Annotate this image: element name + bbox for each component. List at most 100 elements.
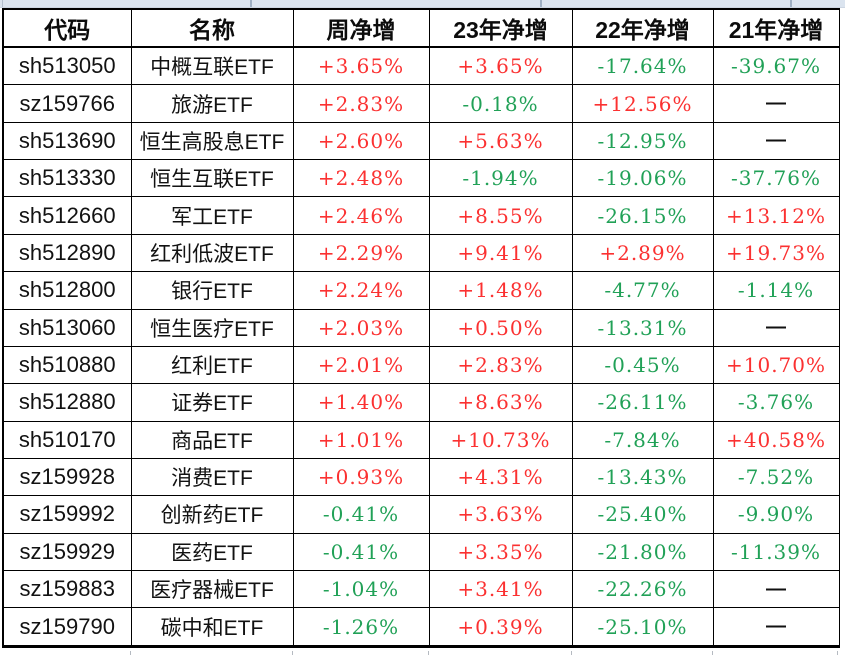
cell-week-change: +2.24%: [292, 271, 430, 310]
cell-week-change: +2.83%: [292, 84, 430, 123]
cell-week-change: +1.01%: [292, 420, 430, 459]
cell-2022-change: -4.77%: [571, 271, 714, 310]
cell-name: 军工ETF: [130, 196, 294, 235]
gridline-stub: [130, 651, 131, 655]
gridline-stub: [250, 0, 252, 7]
cell-2021-change: +19.73%: [712, 233, 840, 273]
cell-week-change: +2.03%: [292, 308, 430, 347]
cell-2021-change: —: [712, 121, 840, 161]
cell-2023-change: +2.83%: [428, 345, 573, 385]
cell-2021-change: -1.14%: [712, 271, 840, 310]
cell-2022-change: -21.80%: [571, 532, 714, 571]
gridline-stub: [292, 651, 293, 655]
cell-code: sh512890: [2, 233, 132, 273]
cell-2022-change: -13.43%: [571, 457, 714, 497]
table-row: sh513330 恒生互联ETF +2.48% -1.94% -19.06% -37.76…: [2, 159, 840, 198]
cell-code: sh513690: [2, 121, 132, 161]
cell-2023-change: -0.18%: [428, 84, 573, 123]
cell-2022-change: -25.10%: [571, 607, 714, 647]
cell-2023-change: +4.31%: [428, 457, 573, 497]
cell-week-change: +2.29%: [292, 233, 430, 273]
cell-name: 恒生医疗ETF: [130, 308, 294, 347]
cell-2021-change: -7.52%: [712, 457, 840, 497]
cell-week-change: -0.41%: [292, 495, 430, 534]
cell-name: 恒生互联ETF: [130, 159, 294, 198]
column-header-2023: 23年净增: [428, 8, 573, 48]
gridline-stub: [540, 0, 542, 7]
cell-name: 恒生高股息ETF: [130, 121, 294, 161]
table-row: sz159790 碳中和ETF -1.26% +0.39% -25.10% —: [2, 607, 840, 647]
gridline-stub: [837, 651, 838, 655]
cell-week-change: +0.93%: [292, 457, 430, 497]
cell-2021-change: -3.76%: [712, 383, 840, 422]
gridline-stub: [712, 651, 713, 655]
cell-2023-change: +3.35%: [428, 532, 573, 571]
cell-name: 医疗器械ETF: [130, 569, 294, 609]
cell-2022-change: -22.26%: [571, 569, 714, 609]
cell-name: 商品ETF: [130, 420, 294, 459]
cell-code: sz159992: [2, 495, 132, 534]
cell-code: sh512800: [2, 271, 132, 310]
cell-2023-change: +8.55%: [428, 196, 573, 235]
table-row: sz159929 医药ETF -0.41% +3.35% -21.80% -11.39%: [2, 532, 840, 571]
cell-2022-change: -0.45%: [571, 345, 714, 385]
cell-code: sh513330: [2, 159, 132, 198]
cell-name: 证券ETF: [130, 383, 294, 422]
cell-2022-change: -26.15%: [571, 196, 714, 235]
cell-2021-change: -37.76%: [712, 159, 840, 198]
cell-2021-change: -39.67%: [712, 46, 840, 86]
gridline-stub: [571, 651, 572, 655]
cell-2021-change: +13.12%: [712, 196, 840, 235]
cell-name: 碳中和ETF: [130, 607, 294, 647]
cell-2022-change: +12.56%: [571, 84, 714, 123]
cell-2022-change: -26.11%: [571, 383, 714, 422]
column-header-name: 名称: [130, 8, 294, 48]
cell-code: sh512880: [2, 383, 132, 422]
cell-2021-change: —: [712, 569, 840, 609]
table-row: sh513060 恒生医疗ETF +2.03% +0.50% -13.31% —: [2, 308, 840, 347]
gridline-stub: [428, 651, 429, 655]
cell-code: sz159766: [2, 84, 132, 123]
cell-week-change: -0.41%: [292, 532, 430, 571]
cell-name: 银行ETF: [130, 271, 294, 310]
cell-2022-change: +2.89%: [571, 233, 714, 273]
cell-week-change: +3.65%: [292, 46, 430, 86]
column-header-code: 代码: [2, 8, 132, 48]
table-row: sh512800 银行ETF +2.24% +1.48% -4.77% -1.14%: [2, 271, 840, 310]
cell-code: sh513050: [2, 46, 132, 86]
cell-2021-change: —: [712, 308, 840, 347]
cell-week-change: +2.48%: [292, 159, 430, 198]
cell-2023-change: +3.63%: [428, 495, 573, 534]
spreadsheet-top-row-sliver: [0, 0, 845, 8]
column-header-2021: 21年净增: [712, 8, 840, 48]
table-row: sh513050 中概互联ETF +3.65% +3.65% -17.64% -39.67…: [2, 46, 840, 86]
cell-2023-change: +5.63%: [428, 121, 573, 161]
cell-week-change: -1.04%: [292, 569, 430, 609]
table-row: sz159883 医疗器械ETF -1.04% +3.41% -22.26% —: [2, 569, 840, 609]
column-header-week: 周净增: [292, 8, 430, 48]
cell-name: 红利低波ETF: [130, 233, 294, 273]
cell-name: 消费ETF: [130, 457, 294, 497]
cell-2021-change: —: [712, 84, 840, 123]
cell-2022-change: -17.64%: [571, 46, 714, 86]
cell-2023-change: +3.41%: [428, 569, 573, 609]
cell-2022-change: -19.06%: [571, 159, 714, 198]
cell-2021-change: -9.90%: [712, 495, 840, 534]
cell-2023-change: -1.94%: [428, 159, 573, 198]
gridline-stub: [2, 0, 3, 7]
cell-code: sz159883: [2, 569, 132, 609]
cell-name: 旅游ETF: [130, 84, 294, 123]
cell-code: sz159928: [2, 457, 132, 497]
cell-code: sh513060: [2, 308, 132, 347]
table-row: sh510170 商品ETF +1.01% +10.73% -7.84% +40.58%: [2, 420, 840, 459]
etf-performance-table: 代码 名称 周净增 23年净增 22年净增 21年净增 sh513050 中概互联…: [2, 8, 840, 648]
cell-name: 医药ETF: [130, 532, 294, 571]
cell-code: sz159790: [2, 607, 132, 647]
cell-2022-change: -13.31%: [571, 308, 714, 347]
cell-2023-change: +3.65%: [428, 46, 573, 86]
cell-week-change: +1.40%: [292, 383, 430, 422]
cell-week-change: -1.26%: [292, 607, 430, 647]
table-row: sh512660 军工ETF +2.46% +8.55% -26.15% +13.12%: [2, 196, 840, 235]
column-header-2022: 22年净增: [571, 8, 714, 48]
cell-2022-change: -7.84%: [571, 420, 714, 459]
